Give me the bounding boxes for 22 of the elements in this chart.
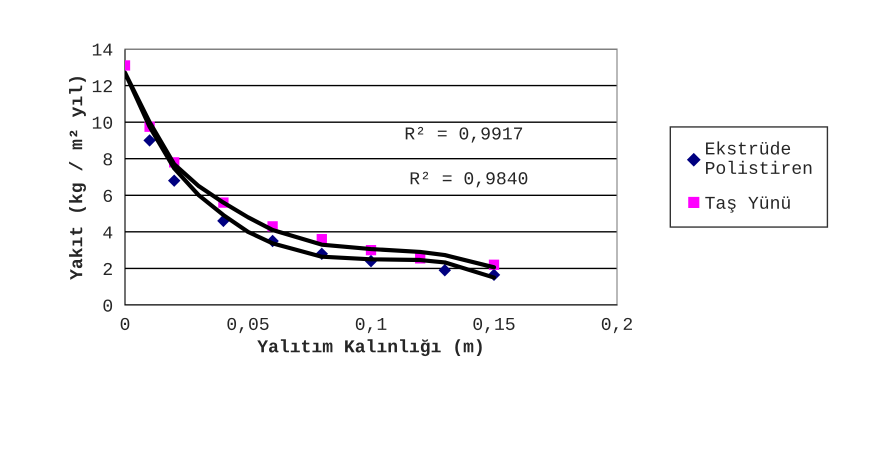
annotation: R² = 0,9917: [406, 126, 522, 143]
y-tick-label: 14: [92, 44, 112, 56]
y-tick-label: 0: [103, 299, 112, 312]
y-tick-label: 2: [104, 262, 112, 275]
y-tick-label: 10: [92, 116, 112, 129]
y-tick-label: 4: [103, 226, 112, 238]
y-tick-label: 12: [92, 80, 112, 92]
point: [168, 174, 180, 187]
x-tick-label: 0,05: [227, 318, 269, 334]
point: [438, 264, 452, 276]
y-tick-label: 6: [104, 190, 112, 202]
x-tick-label: 0: [120, 318, 130, 330]
legend-label: Taş Yünü: [705, 196, 790, 213]
y-tick-label: 8: [104, 153, 112, 166]
x-tick-label: 0,2: [602, 318, 632, 334]
legend-label: Ekstrüde Polistiren: [706, 141, 812, 174]
point: [143, 134, 156, 147]
y-axis-title: Yakıt (kg / m² yıl): [69, 77, 86, 280]
x-tick-label: 0,15: [473, 318, 515, 334]
x-axis-title: Yalıtım Kalınlığı (m): [257, 339, 482, 356]
annotation: R² = 0,9840: [410, 172, 528, 188]
x-tick-label: 0,1: [356, 318, 386, 334]
